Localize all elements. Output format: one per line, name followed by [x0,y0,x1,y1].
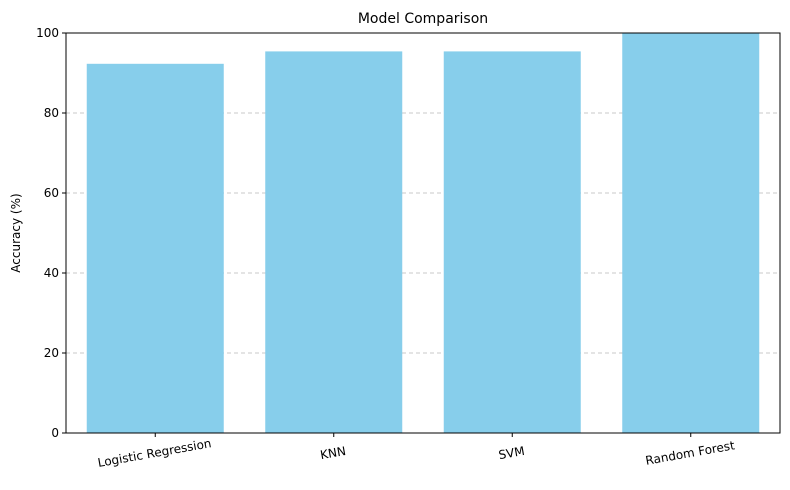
y-axis-ticks: 0 20 40 60 80 100 [36,26,66,440]
x-tick-label: Logistic Regression [97,436,213,470]
y-tick-label: 40 [44,266,59,280]
y-tick-label: 80 [44,106,59,120]
y-axis-label: Accuracy (%) [9,193,23,272]
x-tick-label: Random Forest [644,438,736,468]
bar-svm [443,51,581,434]
y-tick-label: 20 [44,346,59,360]
y-tick-label: 0 [51,426,59,440]
bar-knn [265,51,403,434]
plot-frame [65,32,781,434]
bars [86,33,760,434]
x-axis-ticks: Logistic Regression KNN SVM Random Forest [97,433,736,470]
y-tick-label: 100 [36,26,59,40]
y-tick-label: 60 [44,186,59,200]
bar-logistic-regression [86,63,224,434]
x-tick-label: KNN [319,444,347,462]
bar-random-forest [622,33,760,433]
x-tick-label: SVM [497,444,525,462]
chart-title: Model Comparison [358,11,488,27]
